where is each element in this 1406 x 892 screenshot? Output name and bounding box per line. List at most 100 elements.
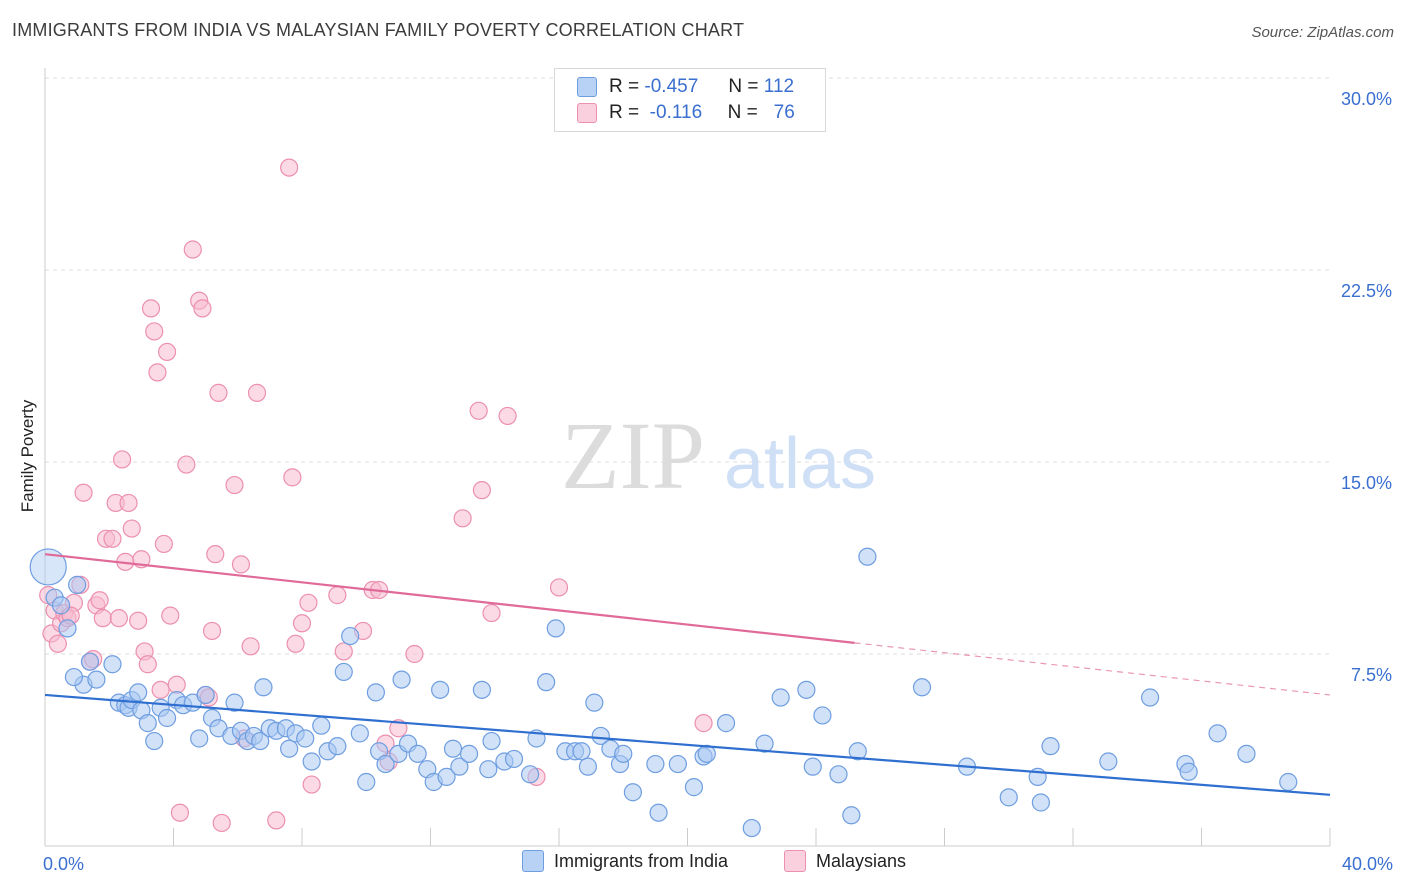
malaysians-point (157, 342, 177, 362)
malaysians-point (389, 719, 408, 738)
n-label: N = (728, 76, 759, 97)
malaysians-point (469, 401, 488, 420)
india-trend-line (44, 693, 1331, 796)
india-point (190, 729, 209, 748)
malaysians-point (405, 644, 424, 664)
malaysians-point (212, 813, 231, 833)
malaysians-point (167, 675, 186, 694)
india-point (431, 680, 450, 699)
india-point (225, 693, 244, 712)
india-point (482, 731, 501, 751)
india-point (51, 596, 71, 615)
axes (44, 68, 1331, 847)
india-point (520, 765, 540, 784)
india-point (64, 667, 84, 687)
legend-label-malaysians: Malaysians (816, 850, 907, 871)
n-value: 112 (763, 76, 795, 97)
india-point (858, 547, 877, 566)
malaysians-point (154, 534, 173, 554)
malaysians-point (283, 468, 302, 487)
malaysians-point (549, 578, 569, 597)
india-point (472, 680, 491, 699)
india-point (103, 655, 122, 674)
india-point (157, 708, 177, 728)
malaysians-point (267, 811, 286, 830)
source-label: Source: ZipAtlas.com (1251, 24, 1394, 41)
india-points (29, 547, 1298, 838)
india-point (450, 757, 469, 776)
india-point (1237, 744, 1256, 763)
n-label: N = (727, 102, 758, 123)
y-tick-label: 15.0% (1341, 473, 1392, 493)
y-tick-label: 22.5% (1341, 281, 1392, 301)
legend-row-malaysians: R = -0.116 N = 76 (577, 101, 795, 125)
watermark: ZIP atlas (561, 402, 876, 509)
malaysians-point (328, 586, 347, 605)
malaysians-point (206, 545, 225, 564)
india-point (302, 752, 321, 771)
india-point (1208, 724, 1227, 743)
india-point (912, 678, 932, 697)
malaysians-point (103, 529, 122, 548)
india-point (1041, 737, 1060, 756)
malaysians-point (145, 322, 164, 341)
malaysians-point (112, 450, 132, 469)
legend-item-india[interactable]: Immigrants from India (522, 850, 728, 872)
india-point (29, 548, 67, 586)
malaysians-point (138, 655, 157, 674)
r-label: R = (609, 102, 640, 123)
malaysians-point (209, 383, 228, 402)
india-point (572, 742, 591, 761)
india-point (408, 744, 427, 763)
trend-lines (44, 553, 1331, 796)
india-point (145, 731, 164, 751)
malaysians-point (202, 621, 222, 641)
malaysians-trend-line-extension (854, 642, 1331, 696)
india-point (312, 716, 331, 735)
india-point (649, 803, 668, 822)
india-point (1031, 793, 1050, 812)
legend-item-malaysians[interactable]: Malaysians (784, 850, 906, 872)
india-point (1279, 772, 1298, 792)
india-point (829, 765, 848, 784)
malaysians-point (292, 614, 312, 633)
legend-row-india: R = -0.457 N = 112 (577, 75, 794, 99)
india-point (341, 626, 360, 646)
y-tick-label: 30.0% (1341, 89, 1392, 109)
india-point (591, 726, 610, 746)
r-value: -0.116 (649, 102, 703, 123)
malaysians-point (286, 634, 305, 653)
malaysians-swatch (577, 103, 597, 123)
india-point (1099, 752, 1118, 771)
india-point (1140, 688, 1160, 707)
malaysians-point (148, 363, 167, 382)
india-point (328, 737, 347, 756)
india-swatch (522, 850, 544, 872)
india-point (68, 575, 87, 594)
india-point (366, 683, 385, 702)
malaysians-point (334, 642, 353, 661)
india-point (999, 788, 1018, 807)
india-point (504, 749, 524, 769)
india-point (376, 754, 395, 774)
malaysians-point (119, 493, 138, 513)
malaysians-point (231, 555, 251, 574)
legend-label-india: Immigrants from India (554, 850, 729, 871)
malaysians-point (694, 714, 713, 733)
india-point (684, 778, 704, 797)
r-label: R = (609, 76, 640, 97)
malaysians-point (302, 775, 321, 794)
india-point (254, 678, 273, 697)
tick-labels: 7.5% 15.0% 22.5% 30.0% 0.0% 40.0% (43, 89, 1393, 874)
malaysians-point (141, 299, 161, 318)
malaysians-point (151, 680, 170, 699)
r-value: -0.457 (644, 76, 699, 97)
india-point (842, 806, 861, 825)
malaysians-point (280, 158, 299, 177)
malaysians-trend-line (44, 553, 855, 644)
india-point (813, 706, 832, 725)
india-point (668, 754, 687, 774)
india-point (578, 757, 598, 776)
india-point (251, 731, 270, 751)
